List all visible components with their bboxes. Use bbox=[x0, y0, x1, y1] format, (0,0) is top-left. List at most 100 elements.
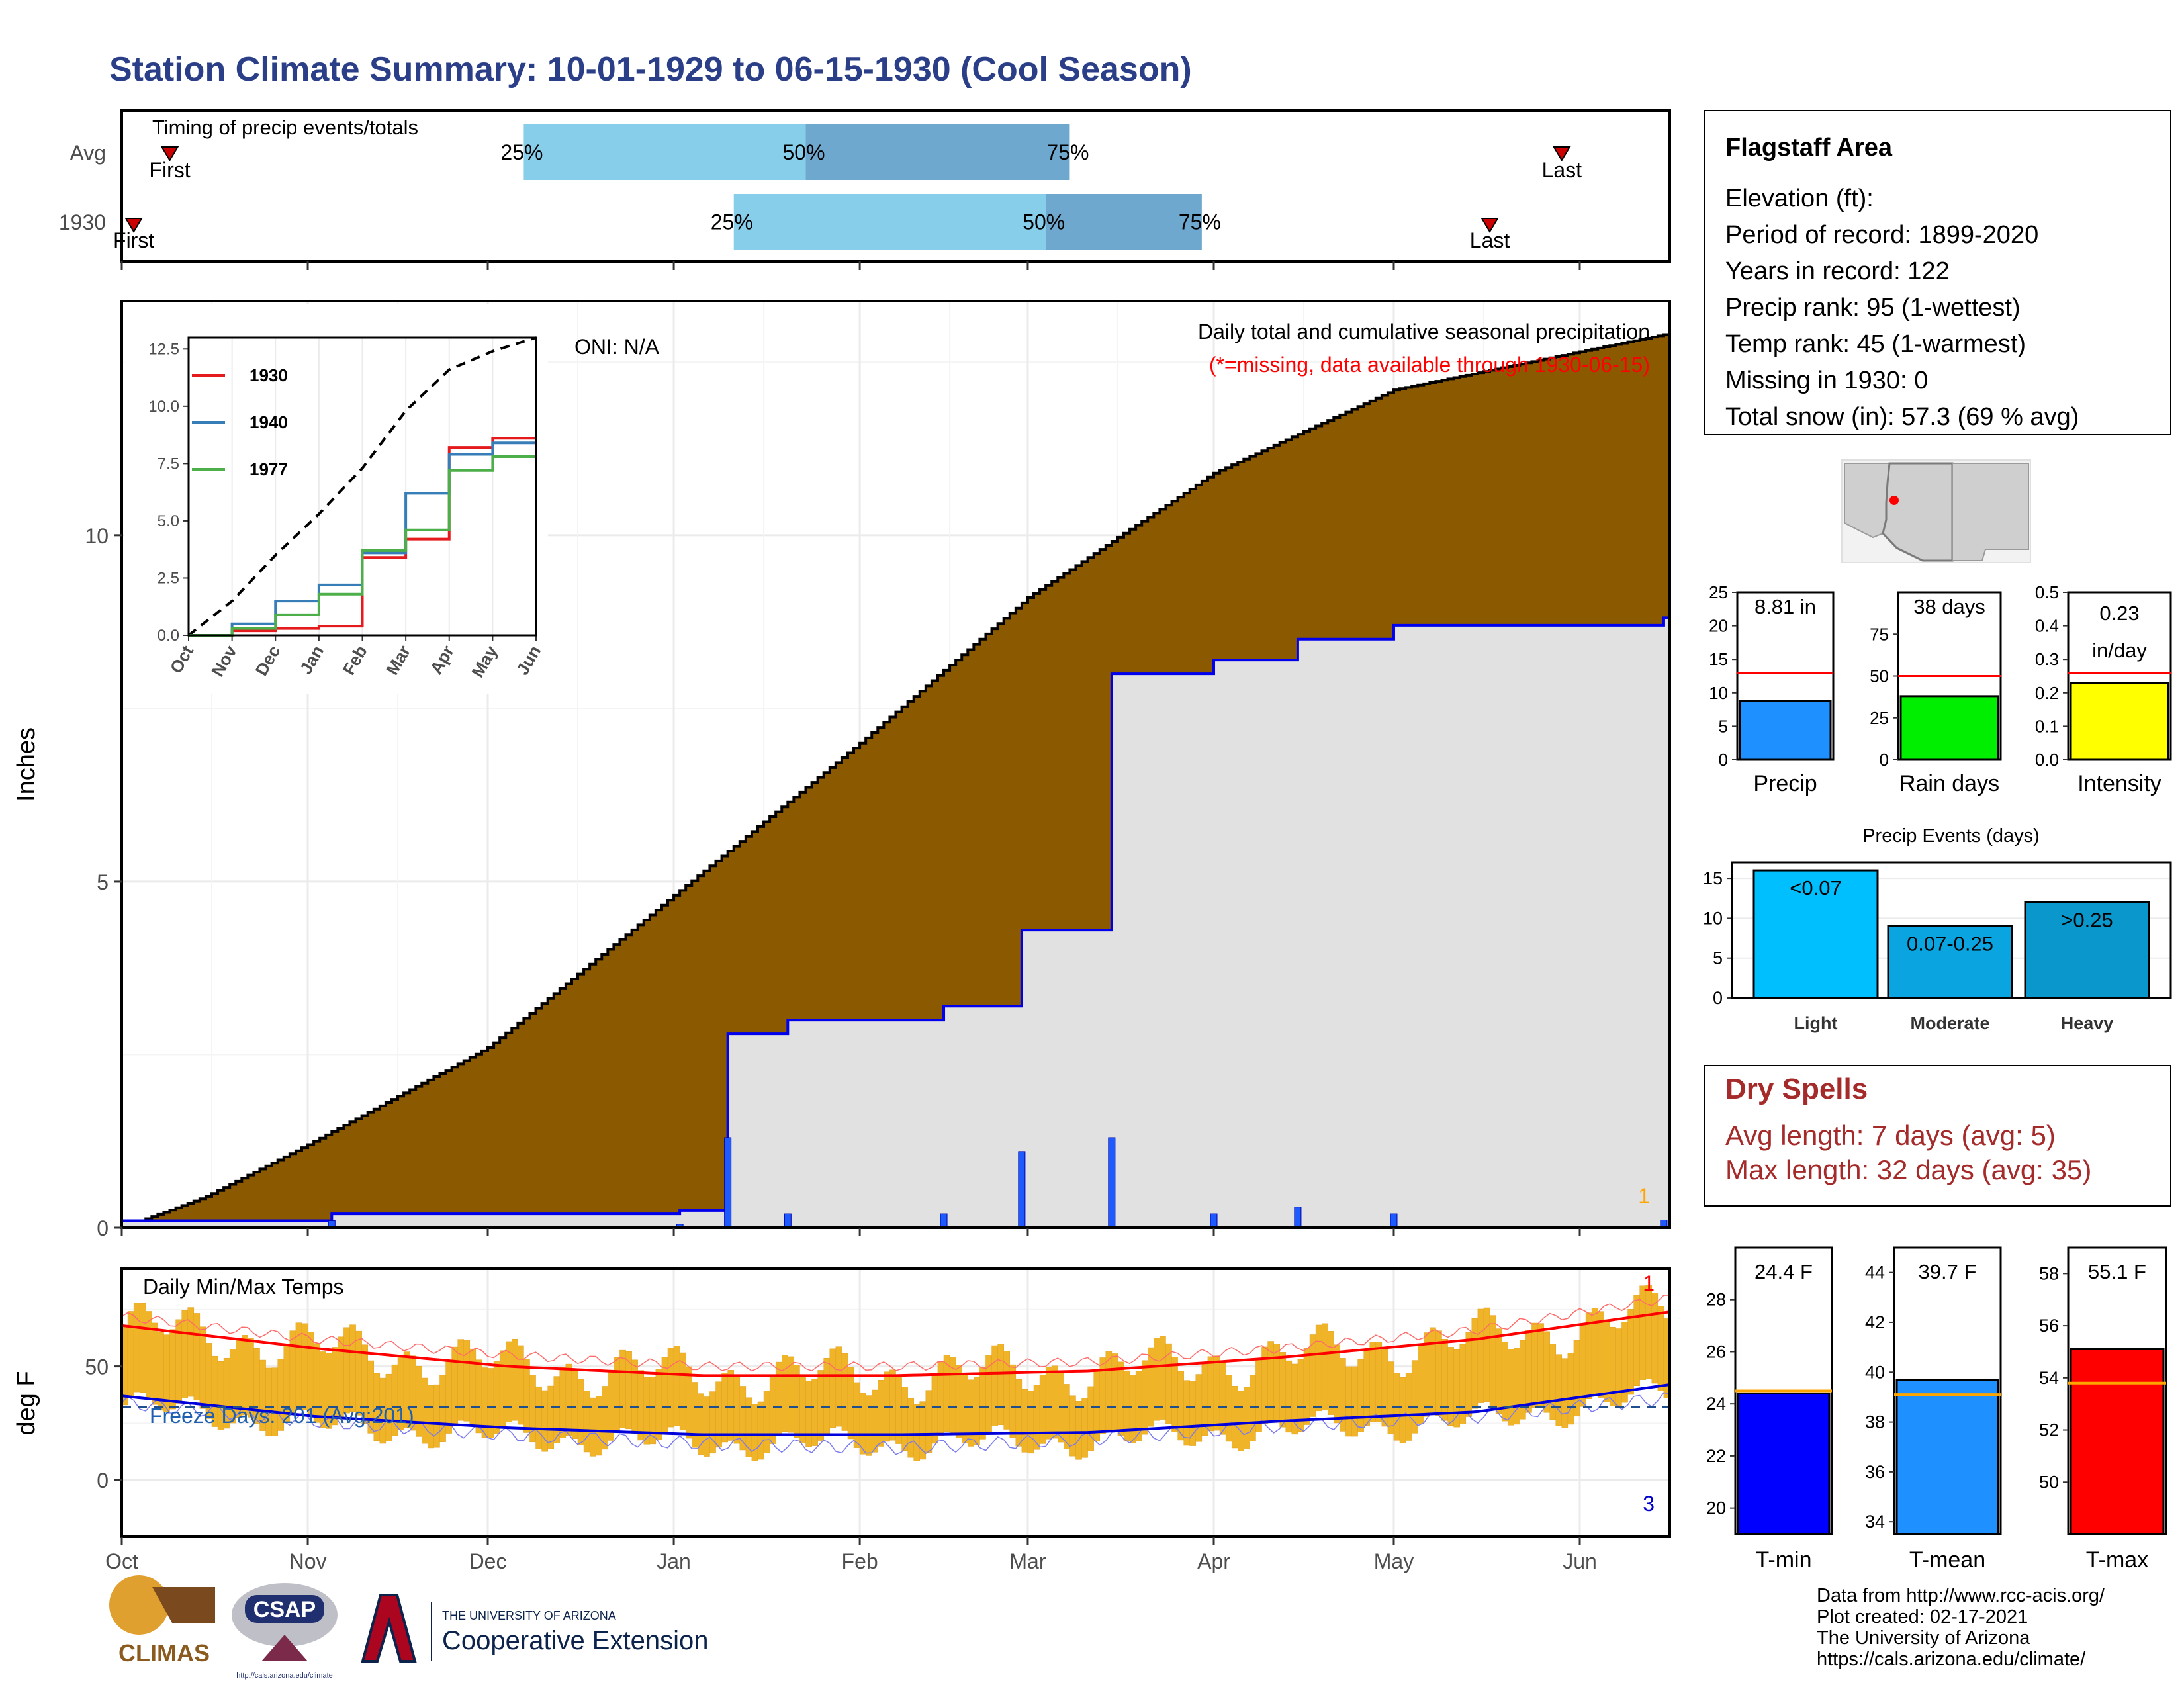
mini-bar-value-label: 8.81 in bbox=[1754, 595, 1816, 618]
temp-daily-bar bbox=[1657, 1306, 1664, 1391]
temp-daily-bar bbox=[415, 1365, 422, 1437]
temp-bar-label: T-min bbox=[1756, 1547, 1812, 1573]
temp-daily-bar bbox=[1340, 1358, 1346, 1432]
freeze-days-label: Freeze Days: 201 (Avg:201) bbox=[150, 1404, 414, 1428]
mini-bar-tick-label: 25 bbox=[1870, 708, 1889, 728]
events-y-tick-label: 15 bbox=[1703, 868, 1723, 888]
temp-daily-bar bbox=[889, 1369, 896, 1441]
temp-daily-bar bbox=[349, 1324, 356, 1412]
station-name: Flagstaff Area bbox=[1725, 134, 1893, 161]
timing-p75-label: 75% bbox=[1179, 210, 1221, 234]
timing-iqr-upper-bar bbox=[805, 124, 1070, 180]
temp-daily-bar bbox=[1417, 1345, 1424, 1424]
temp-bar-tick-label: 26 bbox=[1706, 1342, 1726, 1361]
daily-precip-bar bbox=[940, 1213, 948, 1228]
daily-precip-bar bbox=[784, 1213, 792, 1228]
temp-daily-bar bbox=[199, 1326, 206, 1409]
temp-top-count: 1 bbox=[1643, 1271, 1655, 1295]
events-category-label: Heavy bbox=[2061, 1013, 2114, 1033]
temp-daily-bar bbox=[913, 1404, 921, 1461]
mini-bar-tick-label: 50 bbox=[1870, 666, 1889, 686]
mini-bar-tick-label: 0.0 bbox=[2035, 750, 2059, 770]
temp-daily-bar bbox=[439, 1375, 446, 1442]
temp-daily-bar bbox=[925, 1390, 933, 1453]
temp-daily-bar bbox=[709, 1391, 716, 1454]
temp-daily-bar bbox=[1315, 1324, 1322, 1412]
temp-daily-bar bbox=[715, 1381, 722, 1448]
precip-y-axis: 0 5 10 bbox=[85, 524, 122, 1240]
temp-daily-bar bbox=[1238, 1391, 1244, 1451]
temp-daily-bar bbox=[1051, 1365, 1058, 1439]
footer-url: https://cals.arizona.edu/climate/ bbox=[1817, 1649, 2086, 1670]
timing-first-marker bbox=[124, 218, 143, 233]
temp-daily-bar bbox=[781, 1355, 788, 1432]
mini-bar-value-label: 0.23 bbox=[2099, 602, 2139, 625]
temp-daily-bar bbox=[1483, 1307, 1490, 1402]
temp-bar-tick-label: 52 bbox=[2039, 1420, 2059, 1440]
timing-last-label: Last bbox=[1470, 228, 1510, 252]
observed-cumulative-area bbox=[120, 616, 1671, 1229]
temp-daily-bar bbox=[1027, 1391, 1034, 1454]
timing-p75-label: 75% bbox=[1046, 140, 1089, 164]
page-title: Station Climate Summary: 10-01-1929 to 0… bbox=[109, 50, 1192, 89]
temp-daily-bar bbox=[343, 1327, 350, 1414]
mini-bar-tick-label: 0.1 bbox=[2035, 716, 2059, 736]
dry-spells-avg-length: Avg length: 7 days (avg: 5) bbox=[1725, 1120, 2056, 1151]
temp-daily-bar bbox=[1075, 1401, 1082, 1460]
temp-daily-bar bbox=[193, 1313, 201, 1400]
temp-daily-bar bbox=[991, 1345, 998, 1426]
inset-y-tick-label: 5.0 bbox=[158, 512, 179, 530]
temp-daily-bar bbox=[127, 1311, 134, 1397]
temp-daily-bar bbox=[1244, 1387, 1250, 1449]
timing-row-label-year: 1930 bbox=[59, 210, 106, 234]
temp-daily-bar bbox=[865, 1395, 872, 1456]
timing-first-label: First bbox=[113, 228, 154, 252]
events-bar bbox=[1752, 869, 1879, 999]
temp-daily-bar bbox=[1567, 1353, 1574, 1425]
events-y-tick-label: 5 bbox=[1713, 948, 1723, 968]
month-axis: Oct Nov Dec Jan Feb Mar Apr May Jun bbox=[105, 1228, 1597, 1573]
temp-daily-bar bbox=[1441, 1338, 1448, 1421]
locator-map bbox=[1841, 459, 2031, 563]
station-location-marker bbox=[1889, 496, 1899, 505]
timing-first-marker bbox=[160, 146, 179, 161]
timing-first-label: First bbox=[149, 158, 190, 182]
temp-daily-bar bbox=[1573, 1340, 1580, 1417]
events-title: Precip Events (days) bbox=[1862, 825, 2040, 846]
timing-p50-label: 50% bbox=[783, 140, 825, 164]
month-tick-label: May bbox=[1374, 1549, 1414, 1573]
temp-daily-bar bbox=[355, 1330, 362, 1416]
temp-daily-bar bbox=[1489, 1315, 1496, 1406]
precip-chart: 0 5 10 Inches Daily total and cumulative s… bbox=[13, 300, 1671, 1240]
temp-daily-bar bbox=[788, 1356, 794, 1433]
temp-daily-bar bbox=[1117, 1361, 1124, 1436]
precip-y-tick-label: 5 bbox=[97, 870, 109, 894]
mini-bar bbox=[2070, 682, 2169, 761]
temp-daily-bar bbox=[493, 1361, 500, 1434]
temp-daily-bar bbox=[602, 1386, 608, 1450]
temp-daily-bar bbox=[1537, 1323, 1544, 1408]
temp-daily-bar bbox=[968, 1379, 974, 1447]
temp-daily-bar bbox=[595, 1396, 602, 1456]
month-tick-label: Nov bbox=[289, 1549, 327, 1573]
temp-daily-bar bbox=[1105, 1351, 1113, 1430]
climas-text: CLIMAS bbox=[118, 1639, 210, 1667]
temp-daily-bar bbox=[955, 1365, 962, 1438]
temp-daily-bar bbox=[1015, 1379, 1023, 1447]
temp-daily-bar bbox=[614, 1357, 620, 1433]
temp-daily-bar bbox=[997, 1344, 1004, 1426]
temp-daily-bar bbox=[451, 1346, 458, 1426]
precip-events-chart: Precip Events (days) 0 5 10 15 <0.07 Light 0.0… bbox=[1703, 825, 2172, 1033]
temp-daily-bar bbox=[1561, 1358, 1569, 1428]
daily-precip-bar bbox=[724, 1137, 732, 1228]
footer-data-source: Data from http://www.rcc-acis.org/ bbox=[1817, 1585, 2105, 1606]
temp-bar-label: T-mean bbox=[1909, 1547, 1985, 1573]
temp-daily-bar bbox=[553, 1376, 561, 1443]
mini-bar-value-label: 38 days bbox=[1913, 595, 1985, 618]
precip-y-label: Inches bbox=[13, 727, 40, 801]
temp-plot-frame bbox=[120, 1267, 1671, 1538]
temp-daily-bar bbox=[1357, 1359, 1364, 1432]
dry-spells-title: Dry Spells bbox=[1725, 1073, 1868, 1105]
info-total-snow: Total snow (in): 57.3 (69 % avg) bbox=[1725, 403, 2079, 431]
temp-daily-bar bbox=[301, 1323, 308, 1410]
